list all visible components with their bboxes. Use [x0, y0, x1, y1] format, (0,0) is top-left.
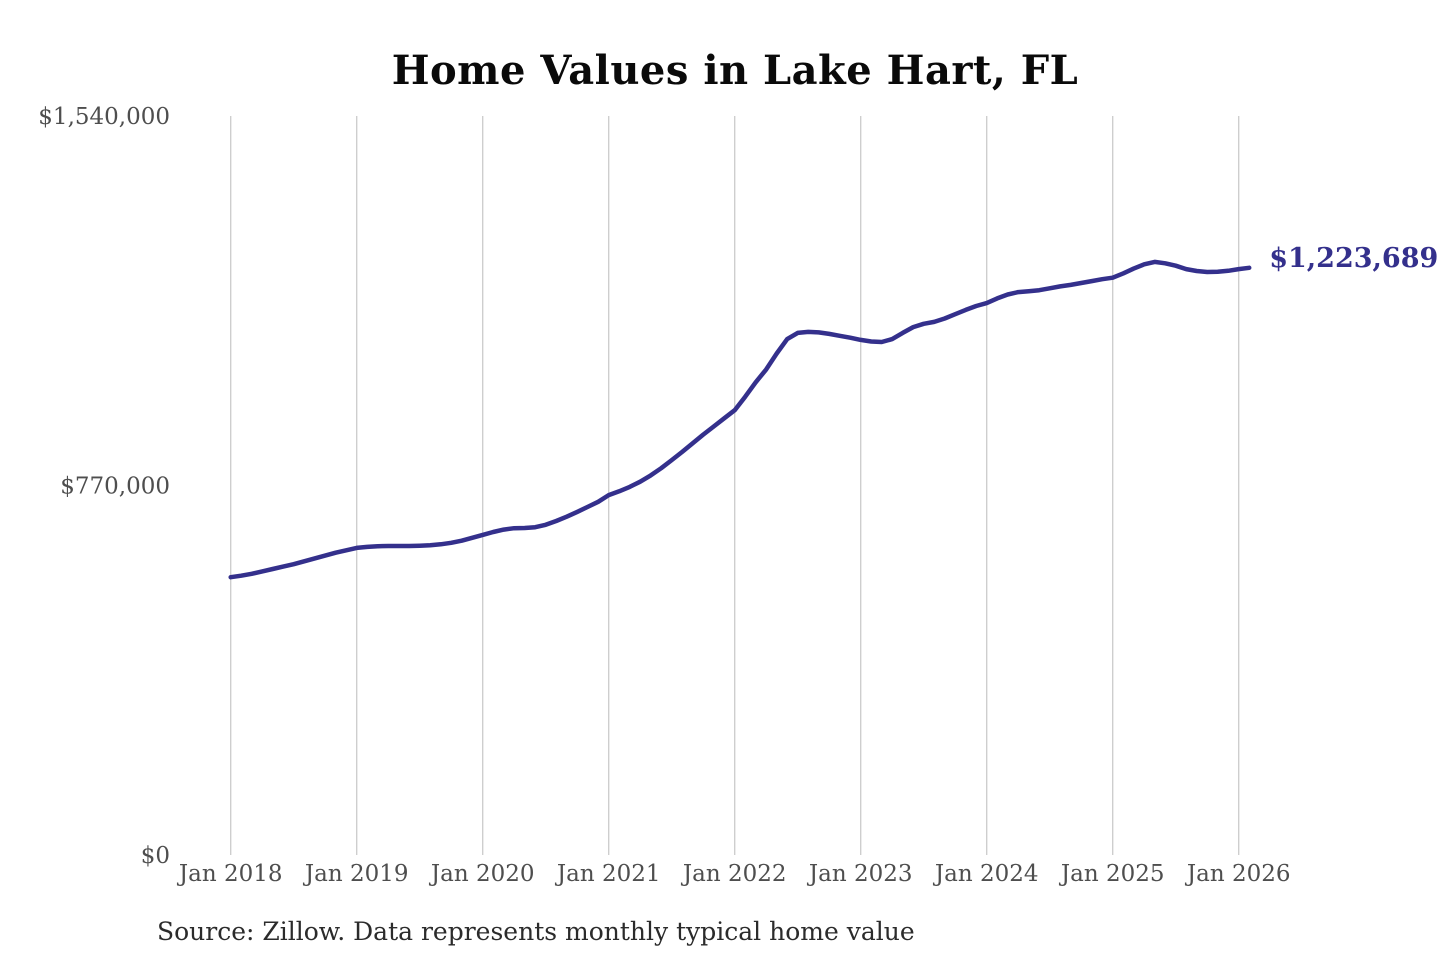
source-note: Source: Zillow. Data represents monthly …: [157, 917, 915, 946]
x-axis-tick-labels: Jan 2018 Jan 2019 Jan 2020 Jan 2021 Jan 2022…: [177, 861, 1291, 887]
x-tick-label: Jan 2020: [429, 861, 535, 887]
y-tick-label: $0: [141, 843, 170, 869]
x-tick-label: Jan 2018: [177, 861, 283, 887]
latest-value-label: $1,223,689: [1269, 243, 1438, 274]
y-tick-label: $770,000: [60, 474, 170, 500]
x-tick-label: Jan 2023: [807, 861, 913, 887]
gridlines: [230, 116, 1240, 855]
chart-title: Home Values in Lake Hart, FL: [392, 47, 1079, 94]
y-axis-tick-labels: $0 $770,000 $1,540,000: [38, 104, 170, 869]
home-value-line-series: [228, 259, 1252, 580]
x-tick-label: Jan 2026: [1185, 861, 1291, 887]
x-tick-label: Jan 2019: [303, 861, 409, 887]
x-tick-label: Jan 2022: [681, 861, 787, 887]
x-tick-label: Jan 2025: [1059, 861, 1165, 887]
x-tick-label: Jan 2024: [933, 861, 1039, 887]
x-tick-label: Jan 2021: [555, 861, 661, 887]
y-tick-label: $1,540,000: [38, 104, 170, 130]
